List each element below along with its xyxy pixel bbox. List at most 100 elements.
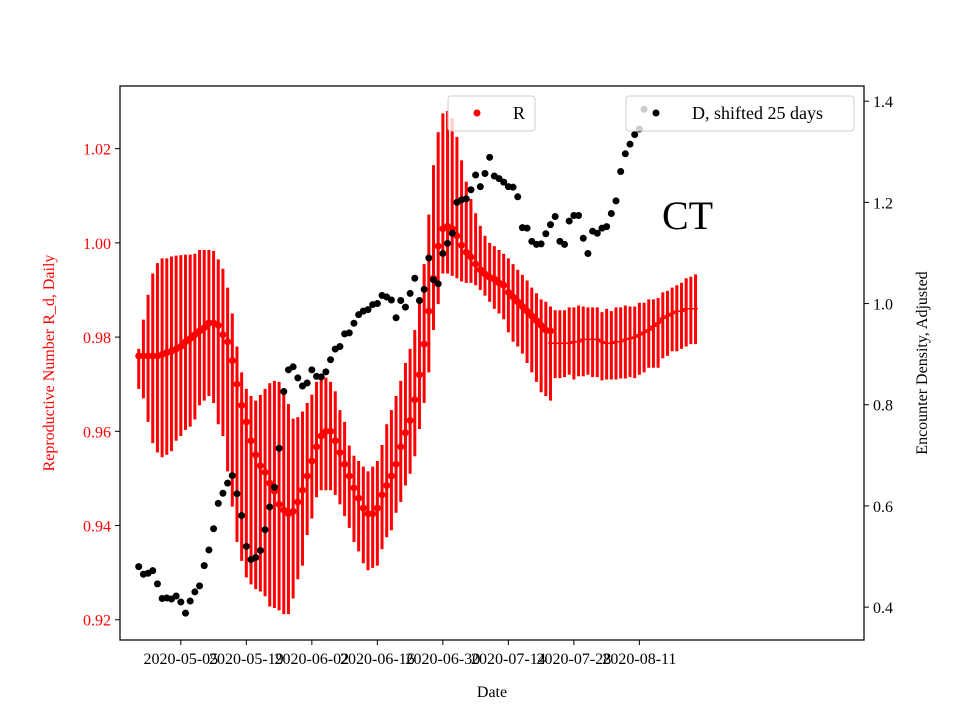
r-point — [247, 437, 255, 445]
d-point — [617, 168, 625, 176]
d-point — [280, 388, 288, 396]
d-point — [135, 563, 143, 571]
r-point — [266, 479, 274, 487]
d-point — [542, 230, 550, 238]
r-point — [294, 498, 302, 506]
d-point — [373, 300, 381, 308]
d-point — [397, 297, 405, 305]
r-point — [523, 307, 531, 315]
r-point — [546, 327, 554, 335]
d-point — [603, 223, 611, 231]
r-point — [289, 507, 297, 515]
y-right-axis-label: Encounter Density, Adjusted — [914, 271, 931, 454]
d-point — [345, 329, 353, 337]
r-point — [350, 484, 358, 492]
r-point — [331, 437, 339, 445]
r-point — [327, 427, 335, 435]
x-tick-label: 2020-05-19 — [209, 651, 284, 668]
r-point — [401, 429, 409, 437]
r-point — [355, 494, 363, 502]
d-point — [434, 280, 442, 288]
y-left-tick-label: 0.96 — [83, 424, 111, 441]
d-point — [153, 580, 161, 588]
d-point — [486, 153, 494, 161]
d-point — [500, 178, 508, 186]
d-point — [462, 195, 470, 203]
d-point — [523, 224, 531, 232]
y-right-tick-label: 1.0 — [873, 297, 893, 314]
r-point — [532, 317, 540, 325]
x-tick-label: 2020-06-30 — [406, 651, 481, 668]
y-right-tick-label: 0.4 — [873, 600, 893, 617]
legend-r-marker — [473, 109, 481, 117]
d-point — [238, 512, 246, 520]
r-point — [472, 260, 480, 268]
y-right-tick-label: 0.8 — [873, 398, 893, 415]
r-point — [200, 324, 208, 332]
x-tick-label: 2020-07-14 — [471, 651, 546, 668]
r-point — [186, 335, 194, 343]
x-tick-label: 2020-06-02 — [275, 651, 350, 668]
r-point — [397, 443, 405, 451]
x-axis-ticks: 2020-05-052020-05-192020-06-022020-06-16… — [144, 640, 676, 668]
r-point — [336, 449, 344, 457]
d-point — [387, 296, 395, 304]
r-point — [219, 331, 227, 339]
d-point — [430, 276, 438, 284]
r-point — [228, 357, 236, 365]
r-point — [500, 281, 508, 289]
x-tick-label: 2020-05-05 — [144, 651, 219, 668]
r-point — [392, 460, 400, 468]
d-point — [607, 209, 615, 217]
r-point — [308, 457, 316, 465]
r-point — [462, 248, 470, 256]
y-left-axis-label: Reproductive Number R_d, Daily — [41, 255, 58, 472]
d-point — [224, 479, 232, 487]
legend-d-label: D, shifted 25 days — [692, 103, 823, 123]
r-point — [411, 396, 419, 404]
d-point — [481, 170, 489, 178]
d-point — [575, 212, 583, 220]
r-point — [509, 293, 517, 301]
d-point — [612, 197, 620, 205]
r-point — [476, 266, 484, 274]
r-point — [537, 321, 545, 329]
r-point — [434, 242, 442, 250]
y-left-tick-label: 0.92 — [83, 613, 111, 630]
legend-d: D, shifted 25 days — [625, 95, 855, 132]
r-point — [280, 506, 288, 514]
d-point — [561, 240, 569, 248]
r-point — [406, 416, 414, 424]
d-point — [270, 483, 278, 491]
d-point — [308, 366, 316, 374]
x-tick-label: 2020-07-28 — [537, 651, 612, 668]
d-point — [149, 567, 157, 575]
d-point — [200, 562, 208, 570]
d-point — [210, 525, 218, 533]
r-point — [504, 288, 512, 296]
ct-annotation: CT — [662, 193, 713, 238]
d-point — [565, 217, 573, 225]
d-point — [242, 542, 250, 550]
r-point — [458, 241, 466, 249]
r-point — [191, 331, 199, 339]
r-point — [490, 275, 498, 283]
r-point — [359, 504, 367, 512]
d-series — [135, 105, 648, 617]
d-point — [626, 140, 634, 148]
y-left-tick-label: 0.94 — [83, 519, 111, 536]
legend-r-label: R — [513, 103, 525, 123]
r-point — [177, 343, 185, 351]
y-left-axis-ticks: 0.92 0.94 0.96 0.98 1.00 1.02 — [83, 142, 120, 630]
d-point — [294, 374, 302, 382]
d-point — [191, 588, 199, 596]
r-point — [256, 462, 264, 470]
d-point — [214, 499, 222, 507]
r-point — [514, 298, 522, 306]
r-point — [261, 468, 269, 476]
d-point — [172, 592, 180, 600]
d-point — [406, 289, 414, 297]
plot-frame — [119, 85, 865, 641]
d-point — [261, 526, 269, 534]
d-point — [631, 131, 639, 139]
